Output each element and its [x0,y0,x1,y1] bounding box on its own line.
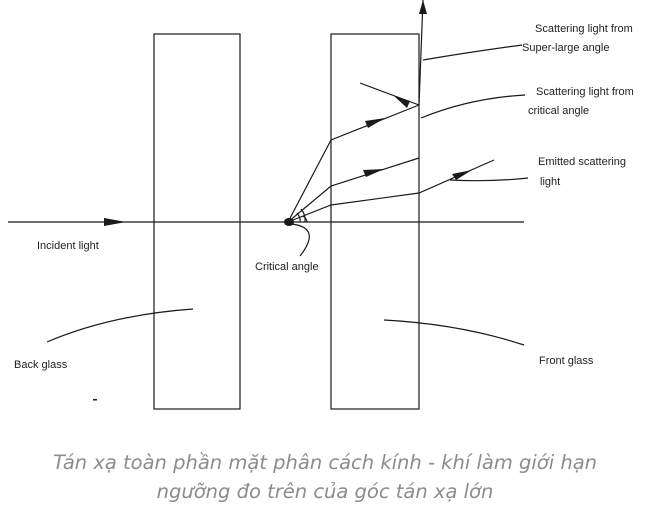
scattering-particle [284,218,294,226]
leader-super-large [422,44,523,61]
caption-line-1: Tán xạ toàn phần mặt phân cách kính - kh… [52,451,598,474]
leader-back-glass [46,308,194,343]
leader-critical [420,94,526,119]
label-emitted-line2: light [540,176,560,188]
label-back-glass: Back glass [14,359,68,371]
reflected-ray [359,82,420,106]
scattering-diagram: Scattering light from Super-large angle … [8,0,634,410]
label-scatter-critical-line2: critical angle [528,105,589,117]
small-mark [93,399,97,401]
arrowhead-reflected-ray [394,96,410,108]
label-critical-angle: Critical angle [255,261,319,273]
label-scatter-super-line2: Super-large angle [522,42,609,54]
label-emitted-line1: Emitted scattering [538,156,626,168]
arrowhead-critical-ray [363,169,384,177]
ray-super-large-angle [287,104,420,223]
critical-angle-arc-3 [302,215,308,223]
leader-front-glass [383,319,525,346]
leader-emitted [449,177,529,182]
label-scatter-super-line1: Scattering light from [535,23,633,35]
figure-caption: Tán xạ toàn phần mặt phân cách kính - kh… [0,448,650,506]
arrowhead-incident [104,218,126,226]
arrowhead-super-large-ray [365,118,385,128]
label-scatter-critical-line1: Scattering light from [536,86,634,98]
critical-angle-arc-1 [296,212,301,223]
arrowhead-grazing-ray [419,0,427,14]
critical-angle-arc-2 [300,208,306,223]
leader-critical-angle-label [291,223,310,257]
label-incident-light: Incident light [37,240,99,252]
ray-critical-angle [287,157,420,223]
label-front-glass: Front glass [539,355,594,367]
grazing-ray [418,0,424,106]
caption-line-2: ngưỡng đo trên của góc tán xạ lớn [156,480,494,503]
arrowhead-emitted-ray [452,170,472,180]
ray-emitted [287,159,495,223]
